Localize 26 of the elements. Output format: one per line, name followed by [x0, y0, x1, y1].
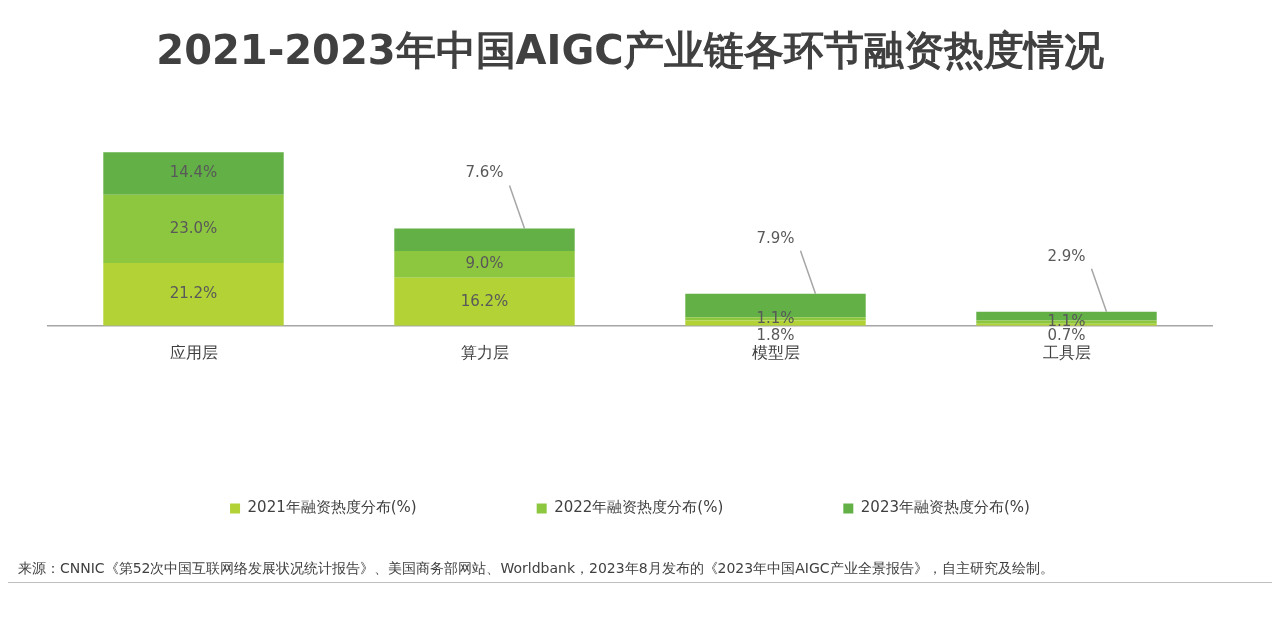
data-label: 16.2%	[460, 291, 509, 310]
data-label: 2.9%	[1047, 246, 1086, 265]
data-label: 23.0%	[169, 218, 218, 237]
data-label: 9.0%	[465, 254, 504, 273]
x-tick-label: 算力层	[460, 342, 509, 362]
bar	[103, 262, 284, 326]
x-tick-label: 模型层	[751, 342, 800, 362]
x-tick-label: 应用层	[169, 342, 218, 362]
data-label: 1.1%	[756, 308, 795, 327]
data-label: 14.4%	[169, 163, 218, 182]
source-note: 来源：CNNIC《第52次中国互联网络发展状况统计报告》、美国商务部网站、Worldbank，2023年8月发布的《2023年中国AIGC产业全景报告》，自主研究及绘制。	[18, 560, 1055, 578]
data-label: 1.8%	[756, 325, 795, 344]
x-tick-label: 工具层	[1042, 342, 1091, 362]
legend-label: 2021年融资热度分布(%)	[247, 498, 417, 517]
data-label: 0.7%	[1047, 325, 1086, 344]
chart-title: 2021-2023年中国AIGC产业链各环节融资热度情况	[156, 27, 1104, 74]
data-label: 7.6%	[465, 163, 504, 182]
bar	[394, 277, 575, 326]
data-label: 7.9%	[756, 228, 795, 247]
legend-label: 2022年融资热度分布(%)	[554, 498, 724, 517]
bar	[394, 251, 575, 278]
data-label: 21.2%	[169, 284, 218, 303]
bar	[103, 152, 284, 195]
bar	[394, 228, 575, 252]
legend-label: 2023年融资热度分布(%)	[860, 498, 1030, 517]
bar	[103, 194, 284, 263]
